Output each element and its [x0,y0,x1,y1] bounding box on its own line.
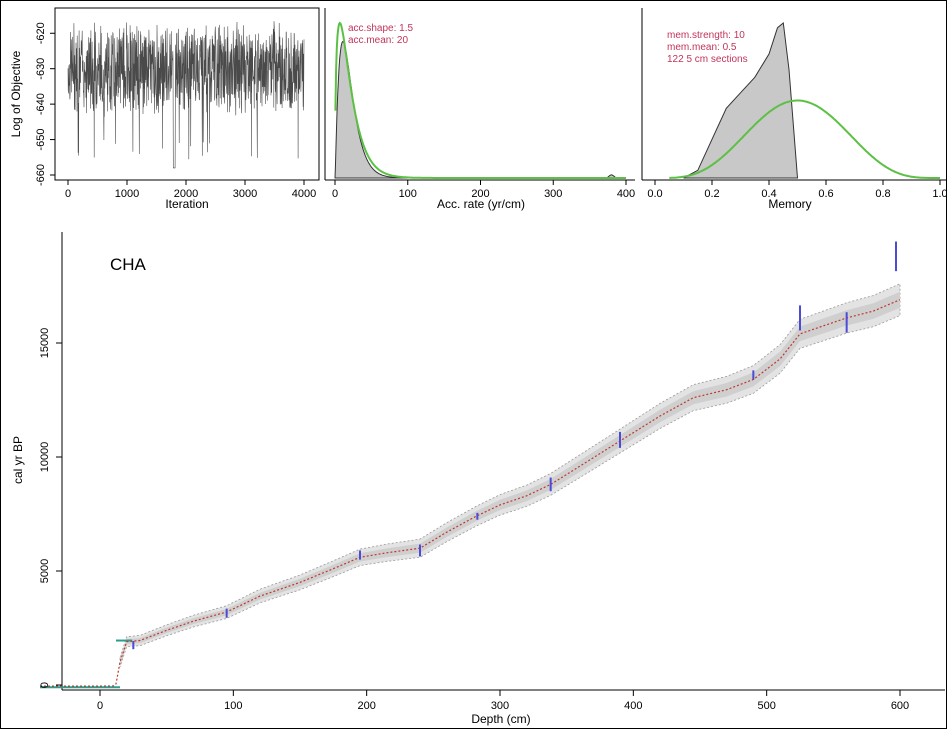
acc-x-tick-label: 200 [471,188,489,200]
trace-x-tick-label: 2000 [174,188,198,200]
mem-mean-annotation: mem.mean: 0.5 [667,42,737,53]
trace-y-tick-label: -630 [35,58,47,80]
mem-sections-annotation: 122 5 cm sections [667,54,748,65]
agedepth-y-tick-label: 5000 [39,559,51,583]
agedepth-y-tick-label: 10000 [39,442,51,473]
acc-shape-annotation: acc.shape: 1.5 [348,23,413,34]
agedepth-y-tick-label: 15000 [39,328,51,359]
panel-iteration-trace: 0 1000 2000 3000 4000 -660 -650 -640 -630 -620 I… [9,7,320,211]
trace-y-tick-label: -640 [35,93,47,115]
trace-y-tick-label: -660 [35,164,47,186]
trace-y-label: Log of Objective [9,50,23,137]
mem-posterior-area [683,22,799,179]
median-age-line [40,299,901,687]
agedepth-x-tick-label: 600 [891,700,909,712]
acc-x-tick-label: 300 [544,188,562,200]
mem-x-tick-label: 1.0 [932,188,947,200]
trace-x-tick-label: 4000 [292,188,316,200]
acc-x-label: Acc. rate (yr/cm) [437,197,525,211]
acc-x-tick-label: 0 [332,188,338,200]
mem-x-tick-label: 0.0 [647,188,662,200]
trace-x-label: Iteration [165,197,208,211]
trace-series-line [67,21,305,169]
age-envelope-inner [120,291,900,665]
core-name-label: CHA [110,255,147,274]
mem-x-tick-label: 0.6 [818,188,833,200]
panel-memory: 0.0 0.2 0.4 0.6 0.8 1.0 mem.strength: 10 mem.… [641,8,947,211]
trace-y-tick-label: -620 [35,22,47,44]
agedepth-x-tick-label: 400 [624,700,642,712]
agedepth-x-tick-label: 300 [491,700,509,712]
mem-prior-curve [669,99,940,179]
mem-strength-annotation: mem.strength: 10 [667,30,745,41]
acc-posterior-area [334,40,626,179]
trace-x-tick-label: 1000 [115,188,139,200]
mem-x-tick-label: 0.4 [761,188,776,200]
mem-x-tick-label: 0.8 [875,188,890,200]
mem-x-tick-label: 0.2 [704,188,719,200]
trace-y-tick-label: -650 [35,129,47,151]
age-envelope-outer [119,283,901,668]
trace-x-tick-label: 3000 [233,188,257,200]
agedepth-y-tick-label: 0 [39,682,51,688]
trace-x-tick-label: 0 [65,188,71,200]
acc-x-tick-label: 400 [617,188,635,200]
agedepth-x-label: Depth (cm) [471,712,530,726]
acc-mean-annotation: acc.mean: 20 [348,35,408,46]
agedepth-x-tick-label: 200 [357,700,375,712]
agedepth-x-tick-label: 500 [757,700,775,712]
panel-accumulation-rate: 0 100 200 300 400 acc.shape: 1.5 acc.mean: 2… [324,8,635,211]
agedepth-y-label: cal yr BP [11,436,25,484]
mem-x-label: Memory [768,197,811,211]
acc-x-tick-label: 100 [399,188,417,200]
agedepth-x-tick-label: 100 [224,700,242,712]
agedepth-x-tick-label: 0 [97,700,103,712]
acc-prior-curve [334,21,626,179]
trace-plot-area [54,7,320,181]
